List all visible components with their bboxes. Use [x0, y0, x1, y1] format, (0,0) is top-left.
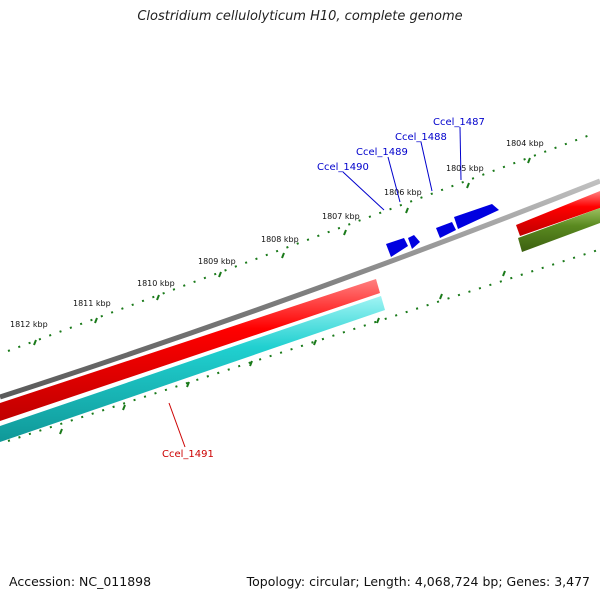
- kbp-label-1808: 1808 kbp: [261, 235, 299, 244]
- gene-label-ccel-1489: Ccel_1489: [356, 147, 408, 158]
- kbp-label-1807: 1807 kbp: [322, 212, 360, 221]
- gene-ccel-1490: [386, 238, 408, 257]
- major-ticks-outer: [33, 157, 531, 346]
- gene-labels: Ccel_1487 Ccel_1488 Ccel_1489 Ccel_1490 …: [162, 117, 485, 460]
- gene-label-ccel-1488: Ccel_1488: [395, 132, 447, 143]
- kbp-label-1804: 1804 kbp: [506, 139, 544, 148]
- genome-backbone: [0, 178, 600, 400]
- genome-summary-text: Topology: circular; Length: 4,068,724 bp…: [246, 574, 590, 589]
- olive-feature: [518, 208, 600, 252]
- kbp-label-1809: 1809 kbp: [198, 257, 236, 266]
- gene-label-ccel-1491: Ccel_1491: [162, 449, 214, 460]
- gene-ccel-1487: [454, 204, 499, 229]
- blue-genes: [386, 204, 499, 257]
- kbp-label-1810: 1810 kbp: [137, 279, 175, 288]
- reverse-cds-cyan: [0, 296, 385, 442]
- gene-label-ccel-1487: Ccel_1487: [433, 117, 485, 128]
- kbp-label-1806: 1806 kbp: [384, 188, 422, 197]
- kbp-label-1805: 1805 kbp: [446, 164, 484, 173]
- gene-ccel-1488: [436, 222, 456, 238]
- kbp-labels: 1804 kbp 1805 kbp 1806 kbp 1807 kbp 1808…: [10, 139, 544, 329]
- scale-ruler-inner: [7, 249, 599, 442]
- forward-cds-left: [0, 279, 380, 421]
- forward-cds-right: [516, 191, 600, 236]
- gene-leader-lines: [168, 126, 462, 448]
- gene-ccel-1489: [408, 235, 420, 249]
- page-title: Clostridium cellulolyticum H10, complete…: [137, 9, 463, 24]
- kbp-label-1812: 1812 kbp: [10, 320, 48, 329]
- gene-label-ccel-1490: Ccel_1490: [317, 162, 369, 173]
- scale-ruler-outer: [7, 134, 591, 352]
- major-ticks-inner: [59, 270, 506, 435]
- outer-ticks: [7, 134, 591, 352]
- kbp-label-1811: 1811 kbp: [73, 299, 111, 308]
- inner-ticks: [7, 249, 599, 442]
- accession-text: Accession: NC_011898: [9, 574, 152, 589]
